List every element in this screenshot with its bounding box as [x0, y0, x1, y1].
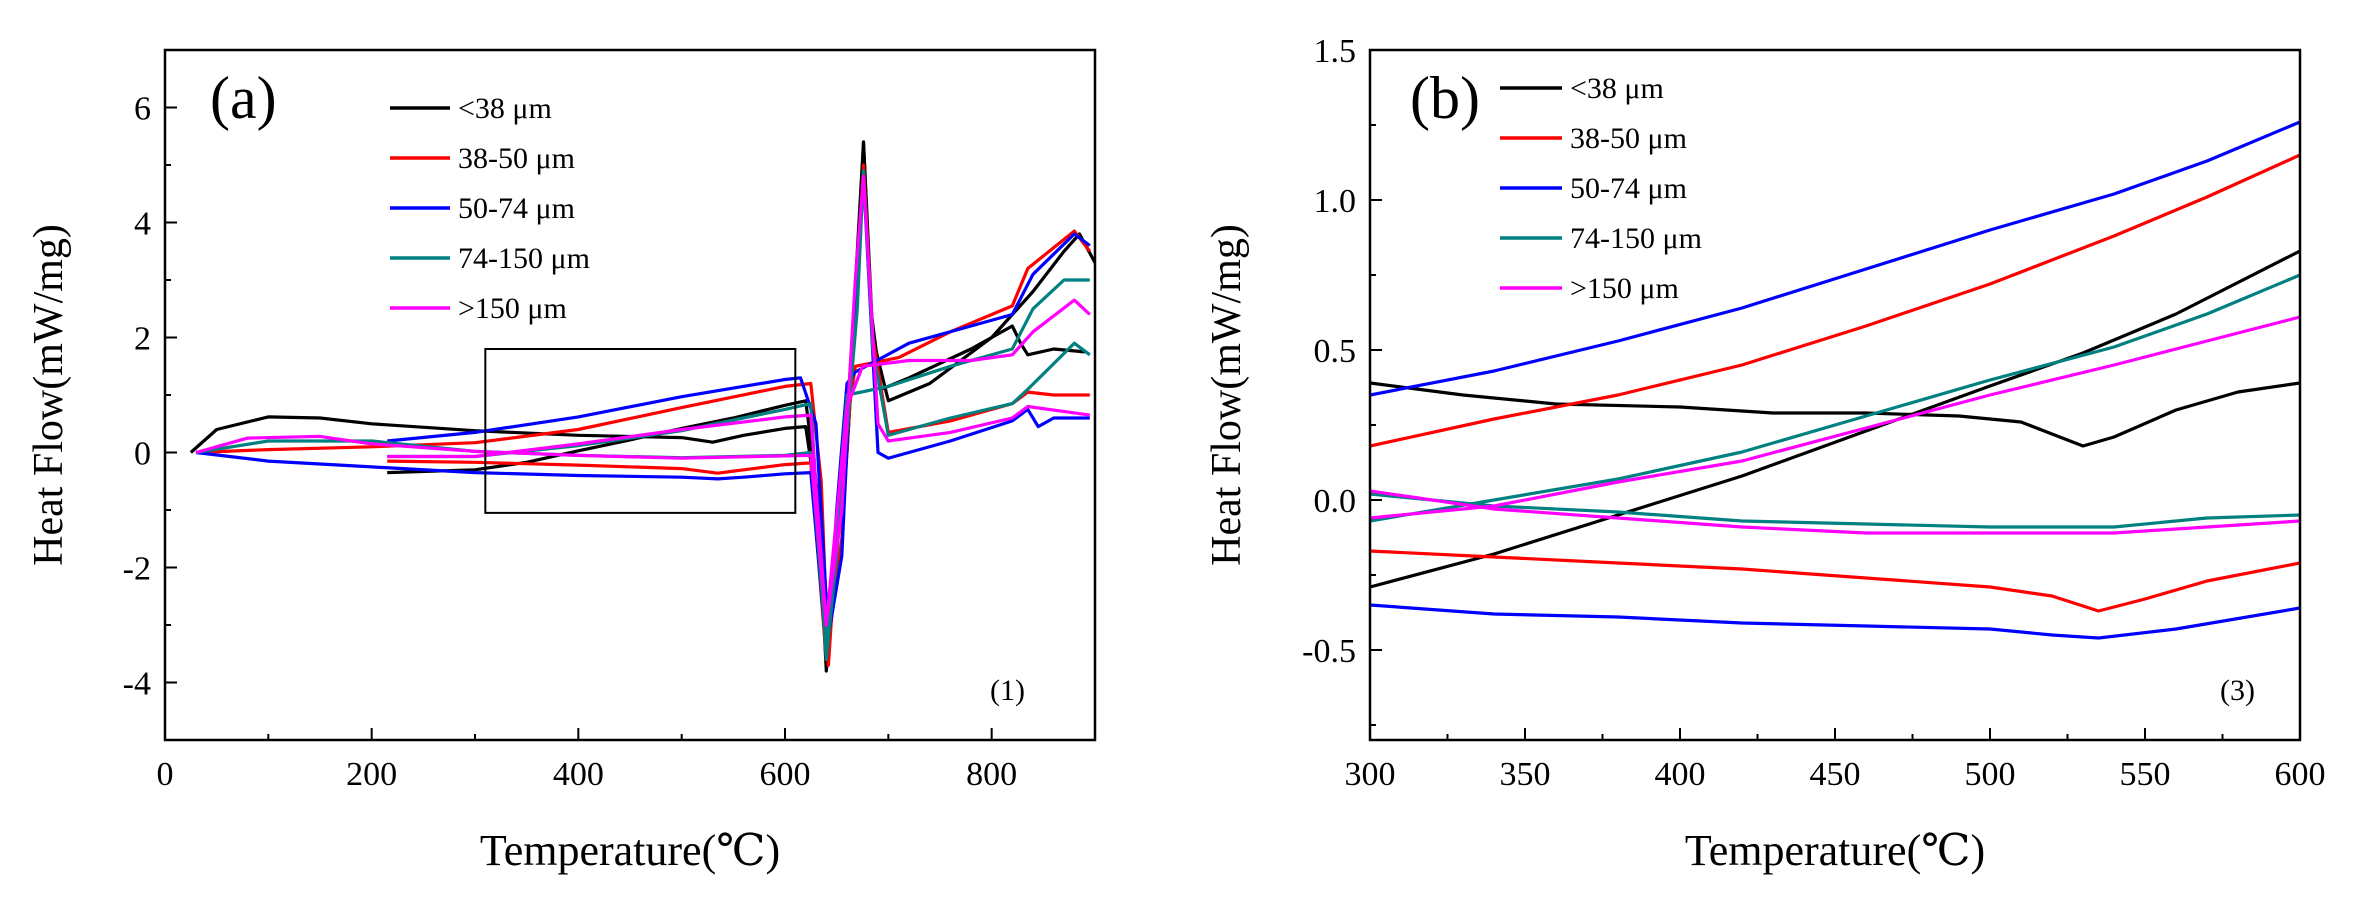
x-tick-label: 300: [1345, 756, 1396, 793]
series-line-3: [1370, 549, 2300, 613]
legend-label: <38 μm: [1570, 72, 1664, 105]
y-tick-label: 0: [134, 436, 151, 473]
x-tick-label: 550: [2120, 756, 2171, 793]
series-line-9: [387, 298, 1091, 627]
y-tick-label: -4: [123, 666, 151, 703]
series-group: [1370, 120, 2300, 640]
legend-label: 50-74 μm: [1570, 172, 1687, 205]
plot-frame: [1368, 48, 2302, 742]
legend-label: 38-50 μm: [458, 142, 575, 175]
legend-label: 74-150 μm: [458, 242, 590, 275]
y-tick-label: -0.5: [1302, 633, 1356, 670]
x-axis-title: Temperature(℃): [480, 826, 780, 875]
y-axis-title: Heat Flow(mW/mg): [1204, 224, 1250, 566]
y-tick-label: 2: [134, 321, 151, 358]
series-line-3: [387, 163, 1090, 662]
x-tick-label: 0: [157, 756, 174, 793]
panel-a: 0 200 400 600 800 -4 -2 0 2 4 6 Temperature(℃) Heat …: [26, 48, 1097, 875]
series-line-5: [195, 174, 1090, 650]
y-tick-label: 6: [134, 91, 151, 128]
x-axis-title: Temperature(℃): [1685, 826, 1985, 875]
panel-label: (b): [1410, 65, 1480, 131]
legend-label: 50-74 μm: [458, 192, 575, 225]
series-line-2: [195, 229, 1092, 667]
y-tick-label: 1.0: [1314, 183, 1357, 220]
series-line-8: [1370, 315, 2300, 520]
series-line-5: [1370, 603, 2300, 640]
corner-label: (1): [990, 674, 1025, 707]
y-tick-label: 4: [134, 206, 151, 243]
x-tick-label: 600: [2275, 756, 2326, 793]
legend: <38 μm 38-50 μm 50-74 μm 74-150 μm >150 μm: [1500, 72, 1702, 305]
x-tick-label: 400: [553, 756, 604, 793]
corner-label: (3): [2220, 674, 2255, 707]
x-tick-label: 350: [1500, 756, 1551, 793]
series-line-0: [189, 140, 1085, 673]
legend-label: 74-150 μm: [1570, 222, 1702, 255]
y-tick-label: 0.5: [1314, 333, 1357, 370]
x-tick-label: 200: [346, 756, 397, 793]
series-line-1: [1370, 249, 2300, 589]
series-line-6: [1370, 273, 2300, 523]
x-tick-label: 450: [1810, 756, 1861, 793]
legend-label: 38-50 μm: [1570, 122, 1687, 155]
legend-label: >150 μm: [1570, 272, 1679, 305]
series-line-8: [195, 174, 1091, 627]
x-tick-label: 800: [966, 756, 1017, 793]
y-axis-title: Heat Flow(mW/mg): [26, 224, 72, 566]
series-line-7: [1370, 492, 2300, 529]
zoom-box: [484, 348, 797, 514]
legend-label: <38 μm: [458, 92, 552, 125]
series-group: [189, 140, 1095, 673]
y-tick-label: -2: [123, 551, 151, 588]
legend: <38 μm 38-50 μm 50-74 μm 74-150 μm >150 μm: [390, 92, 590, 325]
x-tick-label: 600: [760, 756, 811, 793]
panel-label: (a): [210, 65, 277, 131]
plot-frame: [163, 48, 1097, 742]
series-line-9: [1370, 489, 2300, 535]
series-line-4: [1370, 120, 2300, 397]
x-tick-label: 400: [1655, 756, 1706, 793]
legend-label: >150 μm: [458, 292, 567, 325]
y-tick-label: 0.0: [1314, 483, 1357, 520]
y-tick-label: 1.5: [1314, 33, 1357, 70]
panel-b: 300 350 400 450 500 550 600 -0.5 0.0 0.5 1.0 1.5 Tem…: [1204, 33, 2326, 875]
series-line-2: [1370, 153, 2300, 448]
x-tick-label: 500: [1965, 756, 2016, 793]
